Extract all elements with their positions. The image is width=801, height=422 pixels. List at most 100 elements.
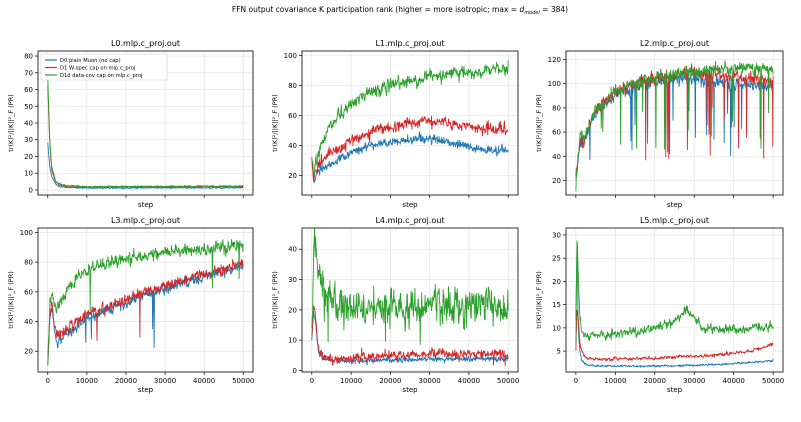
y-axis-label: tr(K)²/||K||²_F (PR) xyxy=(271,271,279,329)
y-tick-label: 30 xyxy=(552,231,561,239)
legend-label-D1d: D1d data-cov cap on mlp.c_proj xyxy=(60,73,142,79)
x-tick-label: 30000 xyxy=(683,377,705,385)
x-tick-label: 20000 xyxy=(644,377,666,385)
y-tick-label: 60 xyxy=(24,288,33,296)
x-axis-label: step xyxy=(402,201,418,209)
axes-frame xyxy=(565,227,784,373)
series-line-D1 xyxy=(47,86,244,189)
x-tick-label: 50000 xyxy=(497,377,519,385)
y-tick-label: 100 xyxy=(548,80,561,88)
y-tick-label: 60 xyxy=(552,129,561,137)
y-axis-label: tr(K)²/||K||²_F (PR) xyxy=(535,94,543,152)
y-tick-label: 20 xyxy=(288,306,297,314)
series-line-D0 xyxy=(47,142,244,190)
chart-title: L4.mlp.c_proj.out xyxy=(375,216,444,225)
figure-title: FFN output covariance K participation ra… xyxy=(232,5,568,16)
series-line-D1d xyxy=(47,76,244,189)
y-tick-label: 15 xyxy=(552,301,561,309)
series-group xyxy=(575,240,774,368)
series-line-D1 xyxy=(47,258,244,365)
y-tick-label: 80 xyxy=(24,259,33,267)
series-line-D1d xyxy=(47,238,244,366)
y-tick-label: 0 xyxy=(29,186,33,194)
series-line-D1 xyxy=(311,115,509,182)
axes-frame xyxy=(301,50,519,196)
y-tick-label: 5 xyxy=(557,348,561,356)
chart-title: L5.mlp.c_proj.out xyxy=(640,216,709,225)
y-tick-label: 60 xyxy=(24,86,33,94)
chart-panel-5: 5 10 15 20 25 30 0 10000 20000 30000 40000 50000 L5.… xyxy=(535,216,784,394)
series-group xyxy=(47,238,244,366)
y-tick-label: 20 xyxy=(24,153,33,161)
x-axis-label: step xyxy=(138,201,154,209)
y-axis-label: tr(K)²/||K||²_F (PR) xyxy=(271,94,279,152)
y-tick-label: 10 xyxy=(288,337,297,345)
series-line-D0 xyxy=(311,131,509,184)
series-line-D0 xyxy=(575,68,774,180)
y-tick-label: 10 xyxy=(552,324,561,332)
y-tick-label: 40 xyxy=(552,153,561,161)
series-group xyxy=(575,60,774,192)
x-tick-label: 0 xyxy=(310,377,314,385)
x-axis-label: step xyxy=(667,201,683,209)
y-tick-label: 20 xyxy=(288,172,297,180)
series-line-D1d xyxy=(311,60,509,176)
y-tick-label: 30 xyxy=(24,136,33,144)
y-tick-label: 50 xyxy=(24,103,33,111)
y-tick-label: 60 xyxy=(288,112,297,120)
x-tick-label: 40000 xyxy=(458,377,480,385)
legend-box xyxy=(40,53,168,81)
y-tick-label: 20 xyxy=(552,278,561,286)
axes-frame xyxy=(301,227,519,373)
y-tick-label: 20 xyxy=(24,348,33,356)
x-axis-label: step xyxy=(138,386,154,394)
x-axis-label: step xyxy=(402,386,418,394)
y-axis-label: tr(K)²/||K||²_F (PR) xyxy=(535,271,543,329)
series-line-D1d xyxy=(575,240,774,345)
y-tick-label: 40 xyxy=(288,246,297,254)
y-tick-label: 0 xyxy=(293,367,297,375)
series-group xyxy=(311,60,509,184)
x-tick-label: 40000 xyxy=(723,377,745,385)
y-tick-label: 40 xyxy=(288,142,297,150)
chart-title: L2.mlp.c_proj.out xyxy=(640,39,709,48)
y-tick-label: 120 xyxy=(548,56,561,64)
chart-title: L3.mlp.c_proj.out xyxy=(111,216,180,225)
series-line-D1d xyxy=(311,228,509,345)
x-tick-label: 30000 xyxy=(418,377,440,385)
y-axis-label: tr(K)²/||K||²_F (PR) xyxy=(7,271,15,329)
y-tick-label: 40 xyxy=(24,120,33,128)
x-tick-label: 50000 xyxy=(232,377,254,385)
x-tick-label: 30000 xyxy=(154,377,176,385)
x-tick-label: 0 xyxy=(46,377,50,385)
x-tick-label: 50000 xyxy=(762,377,784,385)
series-group xyxy=(311,228,509,367)
y-tick-label: 30 xyxy=(288,276,297,284)
y-tick-label: 20 xyxy=(552,177,561,185)
legend-label-D1: D1 W-spec cap on mlp.c_proj xyxy=(60,66,135,72)
series-line-D1 xyxy=(575,309,774,362)
x-tick-label: 20000 xyxy=(379,377,401,385)
chart-title: L1.mlp.c_proj.out xyxy=(375,39,444,48)
series-group xyxy=(47,76,244,190)
series-line-D0 xyxy=(47,261,244,365)
y-tick-label: 70 xyxy=(24,69,33,77)
x-tick-label: 0 xyxy=(574,377,578,385)
series-line-D1d xyxy=(575,60,774,192)
y-tick-label: 100 xyxy=(20,229,33,237)
x-tick-label: 40000 xyxy=(193,377,215,385)
series-line-D0 xyxy=(575,246,774,368)
chart-panel-3: 20 40 60 80 100 0 10000 20000 30000 40000 50000 L3.… xyxy=(7,216,254,394)
x-tick-label: 10000 xyxy=(604,377,626,385)
chart-title: L0.mlp.c_proj.out xyxy=(111,39,180,48)
series-line-D1 xyxy=(311,305,509,367)
y-tick-label: 80 xyxy=(552,104,561,112)
y-tick-label: 40 xyxy=(24,318,33,326)
y-tick-label: 100 xyxy=(284,52,297,60)
legend: D0 plain Muon (no cap) D1 W-spec cap on m… xyxy=(40,53,168,81)
y-axis-label: tr(K)²/||K||²_F (PR) xyxy=(7,94,15,152)
y-tick-label: 80 xyxy=(288,82,297,90)
